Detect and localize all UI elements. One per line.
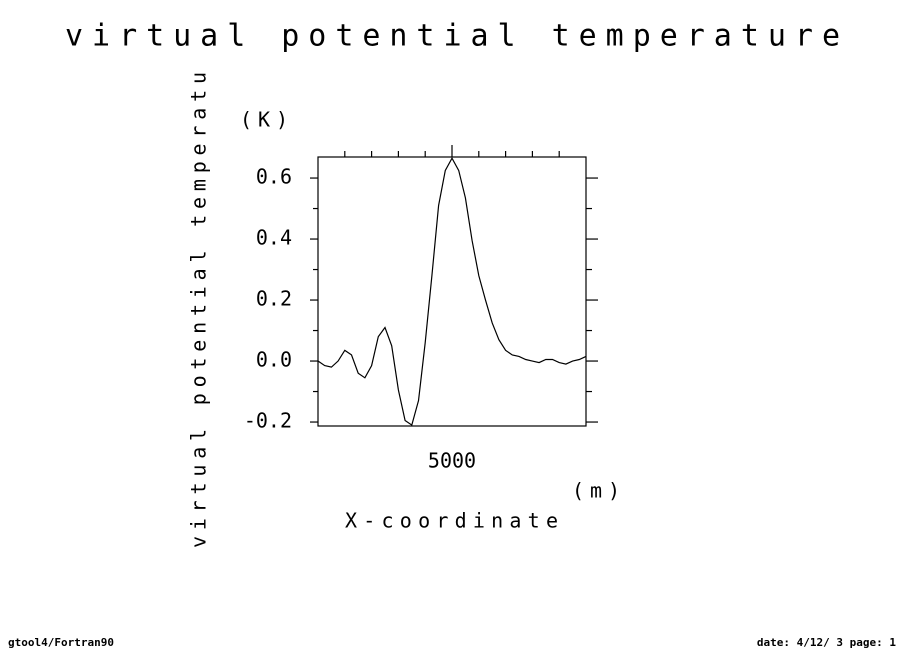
y-axis-label: virtual potential temperatu <box>187 72 211 548</box>
y-axis-unit: (K) <box>240 108 288 132</box>
x-axis-unit: (m) <box>572 479 620 503</box>
footer-right: date: 4/12/ 3 page: 1 <box>757 636 896 649</box>
x-tick-label: 5000 <box>428 449 476 473</box>
y-tick-label: 0.0 <box>256 348 292 372</box>
y-tick-label: 0.2 <box>256 287 292 311</box>
x-axis-label: X-coordinate <box>345 509 558 533</box>
data-line <box>317 156 587 427</box>
footer-left: gtool4/Fortran90 <box>8 636 114 649</box>
plot-frame <box>317 156 587 427</box>
chart-title: virtual potential temperature <box>65 19 840 54</box>
y-tick-label: -0.2 <box>244 409 292 433</box>
y-tick-label: 0.6 <box>256 165 292 189</box>
y-tick-label: 0.4 <box>256 226 292 250</box>
